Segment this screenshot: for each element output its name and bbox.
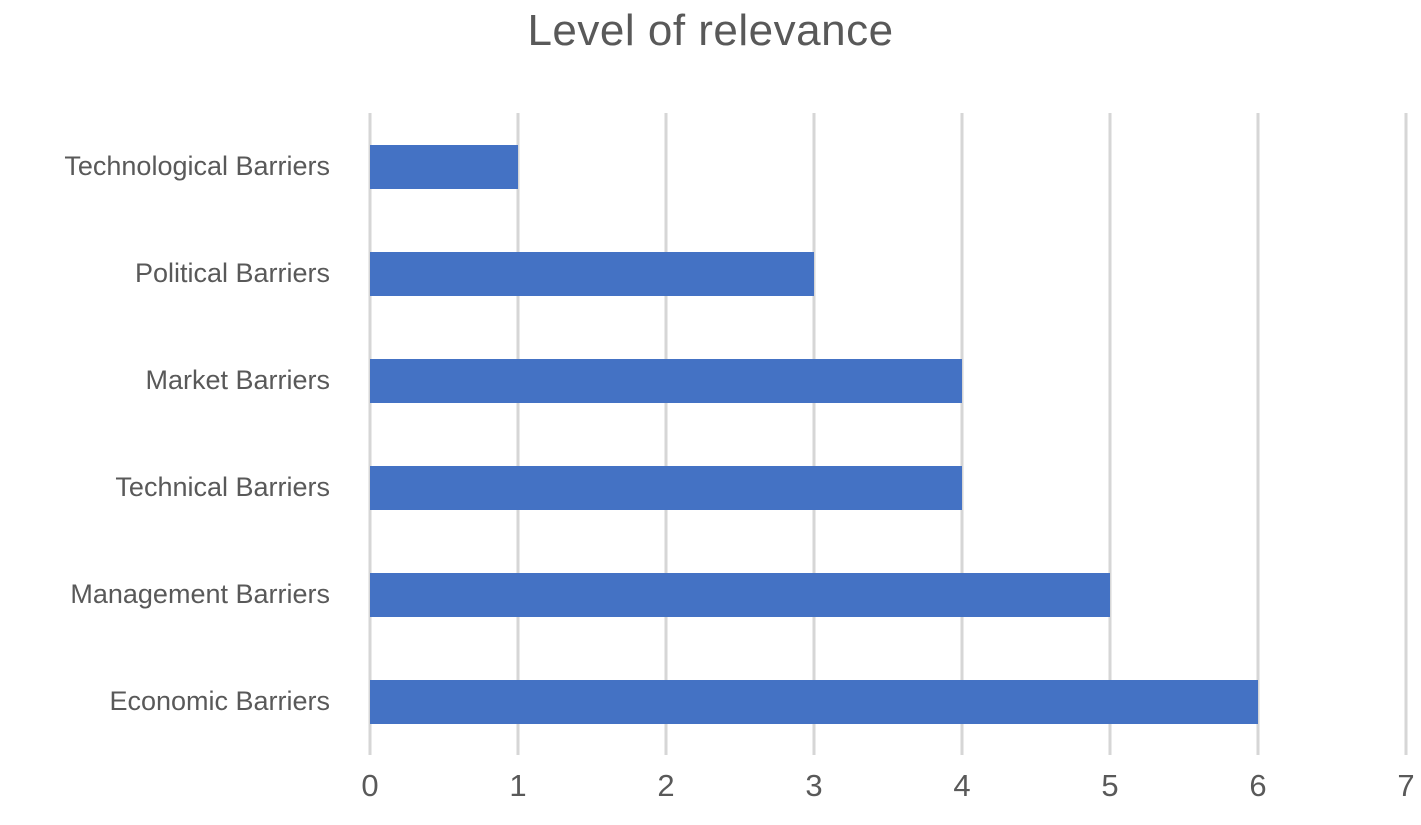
category-axis: Technological Barriers Political Barriers… xyxy=(0,113,350,755)
bar-row xyxy=(370,220,1406,327)
x-tick-label-3: 3 xyxy=(805,768,823,803)
bar-technical-barriers xyxy=(370,465,962,510)
x-tick-label-7: 7 xyxy=(1397,768,1415,803)
category-label-economic-barriers: Economic Barriers xyxy=(109,686,330,716)
bar-row xyxy=(370,434,1406,541)
gridline xyxy=(368,113,372,755)
category-label-technological-barriers: Technological Barriers xyxy=(64,151,330,181)
bar-row xyxy=(370,113,1406,220)
x-tick-label-6: 6 xyxy=(1249,768,1267,803)
category-label-political-barriers: Political Barriers xyxy=(134,258,330,288)
bar-market-barriers xyxy=(370,358,962,403)
bar-row xyxy=(370,327,1406,434)
category-label-management-barriers: Management Barriers xyxy=(70,579,330,609)
bar-row xyxy=(370,541,1406,648)
chart-title: Level of relevance xyxy=(527,6,894,55)
gridline xyxy=(1404,113,1408,755)
gridline xyxy=(960,113,964,755)
x-tick-label-2: 2 xyxy=(657,768,675,803)
bar-political-barriers xyxy=(370,251,814,296)
gridline xyxy=(664,113,668,755)
category-label-market-barriers: Market Barriers xyxy=(145,365,330,395)
bar-row xyxy=(370,648,1406,755)
bar-management-barriers xyxy=(370,572,1110,617)
gridline xyxy=(516,113,520,755)
category-label-technical-barriers: Technical Barriers xyxy=(115,472,330,502)
gridline xyxy=(1256,113,1260,755)
gridline xyxy=(812,113,816,755)
x-tick-label-4: 4 xyxy=(953,768,971,803)
x-tick-label-5: 5 xyxy=(1101,768,1119,803)
bar-economic-barriers xyxy=(370,679,1258,724)
x-axis: 0 1 2 3 4 5 6 7 xyxy=(361,768,1414,813)
bar-technological-barriers xyxy=(370,144,518,189)
gridline xyxy=(1108,113,1112,755)
x-tick-label-0: 0 xyxy=(361,768,379,803)
plot-area xyxy=(368,113,1408,755)
x-tick-label-1: 1 xyxy=(509,768,527,803)
